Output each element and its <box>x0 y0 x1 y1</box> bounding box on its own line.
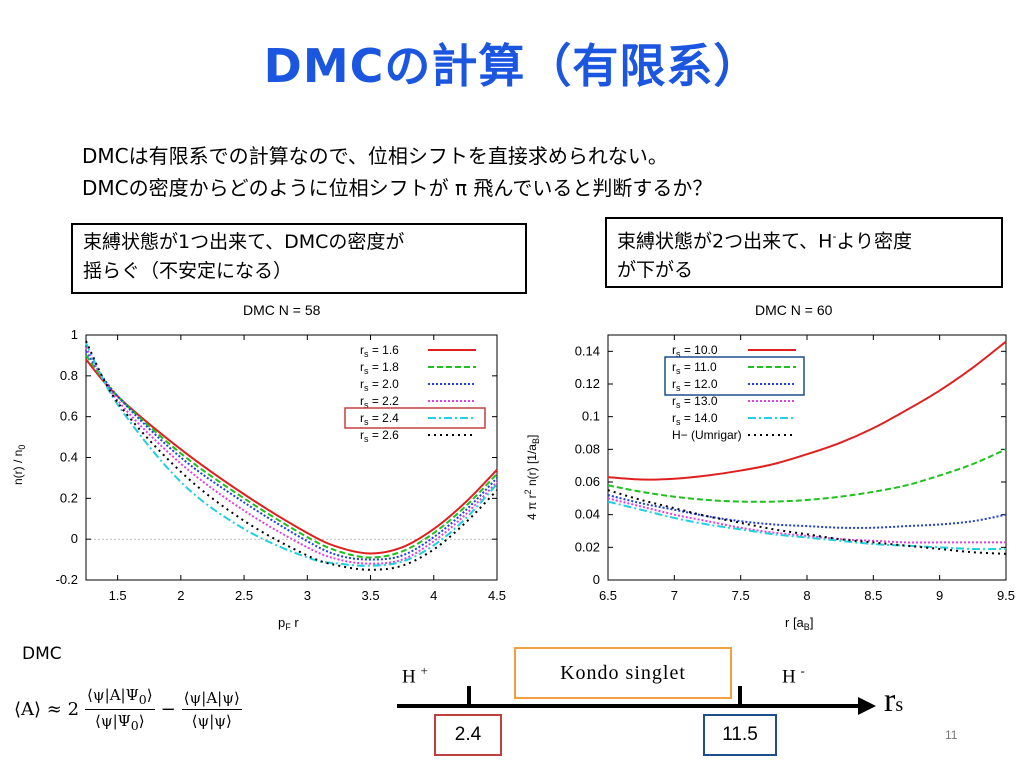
legend-label-1-1: rs = 11.0 <box>672 360 717 376</box>
chart-right-title: DMC N = 60 <box>755 302 833 318</box>
y-tick-label-1-2: 0.04 <box>575 507 600 522</box>
chart-left-xlabel: pF r <box>278 615 299 632</box>
rs-value-right: 11.5 <box>703 714 777 756</box>
chart-right-ylabel: 4 π r2 n(r) [1/aB] <box>523 435 541 520</box>
x-tick-label-0-0: 1.5 <box>109 588 127 603</box>
series-line-1-3 <box>607 497 1006 544</box>
intro-text: DMCは有限系での計算なので、位相シフトを直接求められない。 DMCの密度からど… <box>82 140 712 204</box>
legend-label-1-2: rs = 12.0 <box>672 377 718 393</box>
legend-label-1-3: rs = 13.0 <box>672 394 718 410</box>
y-tick-label-0-0: -0.2 <box>56 572 78 587</box>
y-tick-label-0-3: 0.4 <box>60 450 78 465</box>
note-box-left: 束縛状態が1つ出来て、DMCの密度が 揺らぐ（不安定になる） <box>71 223 527 294</box>
x-tick-label-0-6: 4.5 <box>488 588 506 603</box>
y-tick-label-0-5: 0.8 <box>60 368 78 383</box>
series-line-1-0 <box>607 340 1007 481</box>
h-minus-label: H - <box>782 663 805 688</box>
legend-label-0-5: rs = 2.6 <box>360 428 399 444</box>
note-right-pre: 束縛状態が2つ出来て、H <box>617 230 833 253</box>
y-tick-label-1-4: 0.08 <box>575 441 600 456</box>
series-line-1-2 <box>607 494 1007 529</box>
x-tick-label-1-2: 7.5 <box>732 588 750 603</box>
y-tick-label-1-0: 0 <box>593 572 600 587</box>
x-tick-label-0-4: 3.5 <box>361 588 379 603</box>
legend-highlight-right <box>664 356 805 396</box>
page-number: 11 <box>945 728 958 742</box>
note-right-sup: - <box>832 230 837 243</box>
legend-label-0-1: rs = 1.8 <box>360 360 399 376</box>
legend-label-1-4: rs = 14.0 <box>672 411 718 427</box>
legend-label-0-3: rs = 2.2 <box>360 394 399 410</box>
rs-axis-arrow-icon <box>858 697 876 715</box>
x-tick-label-1-4: 8.5 <box>864 588 882 603</box>
legend-label-0-2: rs = 2.0 <box>360 377 399 393</box>
series-line-0-1 <box>85 354 498 559</box>
series-line-0-3 <box>85 346 498 565</box>
chart-left-ylabel: n(r) / n0 <box>11 445 27 485</box>
formula-label: DMC <box>22 644 62 664</box>
note-right-line-2: が下がる <box>617 259 694 282</box>
rs-axis-symbol: rs <box>884 682 904 719</box>
legend-label-1-5: H− (Umrigar) <box>672 428 742 442</box>
chart-left: 1.5 2 2.5 3 3.5 4 4.5 -0.2 0 0.2 0.4 0.6 0.8 1 rs = 1.… <box>56 327 506 603</box>
note-right-post: より密度 <box>836 230 913 253</box>
note-box-right: 束縛状態が2つ出来て、H-より密度 が下がる <box>605 217 1003 288</box>
chart-right-xlabel: r [aB] <box>785 615 813 632</box>
note-left-line-2: 揺らぐ（不安定になる） <box>83 260 293 282</box>
x-tick-label-0-3: 3 <box>304 588 311 603</box>
x-tick-label-0-5: 4 <box>430 588 437 603</box>
series-line-1-1 <box>607 448 1007 503</box>
estimator-formula: ⟨A⟩ ≈ 2 ⟨ψ|A|Ψ0⟩ ⟨ψ|Ψ0⟩ − ⟨ψ|A|ψ⟩ ⟨ψ|ψ⟩ <box>14 686 242 733</box>
y-tick-label-1-7: 0.14 <box>575 343 600 358</box>
x-tick-label-1-6: 9.5 <box>997 588 1015 603</box>
series-line-0-0 <box>85 358 498 555</box>
note-right-line-1: 束縛状態が2つ出来て、H-より密度 <box>617 222 991 256</box>
note-left-line-1: 束縛状態が1つ出来て、DMCの密度が <box>83 231 405 253</box>
series-line-0-2 <box>85 350 498 561</box>
y-tick-label-0-4: 0.6 <box>60 409 78 424</box>
y-tick-label-1-6: 0.12 <box>575 376 600 391</box>
plot-frame-1 <box>607 334 1007 581</box>
legend-highlight-left <box>344 407 486 429</box>
x-tick-label-0-1: 2 <box>177 588 184 603</box>
x-tick-label-1-0: 6.5 <box>599 588 617 603</box>
series-line-0-4 <box>85 342 498 567</box>
rs-value-left: 2.4 <box>434 714 502 756</box>
y-tick-label-0-1: 0 <box>71 531 78 546</box>
chart-right: 6.5 7 7.5 8 8.5 9 9.5 0 0.02 0.04 0.06 0.08 0.1 0.12 0… <box>575 334 1015 603</box>
legend-label-0-0: rs = 1.6 <box>360 343 399 359</box>
y-tick-label-0-2: 0.2 <box>60 490 78 505</box>
intro-line-1: DMCは有限系での計算なので、位相シフトを直接求められない。 <box>82 144 668 168</box>
y-tick-label-0-6: 1 <box>71 327 78 342</box>
x-tick-label-0-2: 2.5 <box>235 588 253 603</box>
chart-left-title: DMC N = 58 <box>243 302 321 318</box>
x-tick-label-1-1: 7 <box>671 588 678 603</box>
kondo-singlet-box: Kondo singlet <box>514 647 732 699</box>
charts-canvas: 1.5 2 2.5 3 3.5 4 4.5 -0.2 0 0.2 0.4 0.6 0.8 1 rs = 1.… <box>11 327 1015 632</box>
slide-title: DMCの計算（有限系） <box>263 39 761 93</box>
x-tick-label-1-5: 9 <box>936 588 943 603</box>
series-line-1-5 <box>607 489 1007 555</box>
series-line-0-5 <box>85 340 498 571</box>
series-line-1-4 <box>607 500 1007 551</box>
x-tick-label-1-3: 8 <box>803 588 810 603</box>
intro-line-2: DMCの密度からどのように位相シフトが π 飛んでいると判断するか？ <box>82 176 713 200</box>
legend-label-1-0: rs = 10.0 <box>672 343 718 359</box>
h-plus-label: H + <box>402 663 428 688</box>
y-tick-label-1-5: 0.1 <box>582 409 600 424</box>
y-tick-label-1-1: 0.02 <box>575 539 600 554</box>
legend-label-0-4: rs = 2.4 <box>360 411 399 427</box>
y-tick-label-1-3: 0.06 <box>575 474 600 489</box>
